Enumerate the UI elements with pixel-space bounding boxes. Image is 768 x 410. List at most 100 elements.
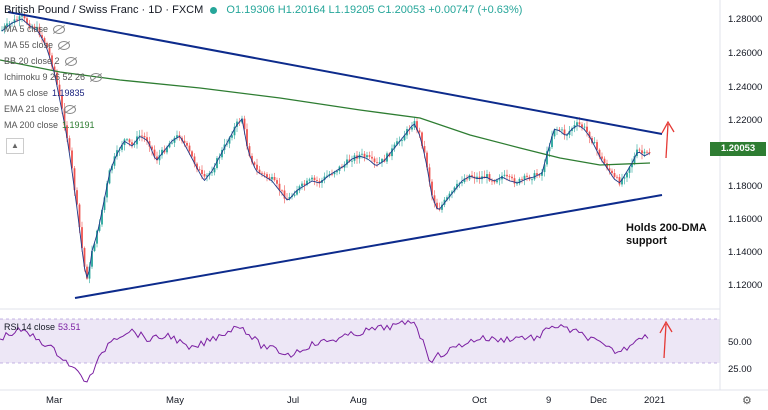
upper-trendline[interactable] xyxy=(7,11,663,135)
candle-body xyxy=(48,47,51,56)
rsi-legend[interactable]: RSI 14 close 53.51 xyxy=(4,322,81,332)
candle-body xyxy=(141,135,143,137)
indicator-legend-item[interactable]: MA 5 close 1.19835 xyxy=(4,88,85,98)
hidden-eye-icon[interactable] xyxy=(64,57,77,67)
candle-body xyxy=(173,137,176,143)
hidden-eye-icon[interactable] xyxy=(58,41,71,51)
candles-group xyxy=(1,10,651,284)
candle-body xyxy=(466,178,468,180)
indicator-legend-item[interactable]: BB 20 close 2 xyxy=(4,56,77,67)
indicator-legend-item[interactable]: Ichimoku 9 26 52 26 xyxy=(4,72,103,83)
candle-body xyxy=(621,178,623,185)
x-tick: Dec xyxy=(590,395,607,406)
candle-body xyxy=(196,163,198,170)
x-tick: Aug xyxy=(350,395,367,406)
lower-trendline[interactable] xyxy=(74,194,663,299)
rsi-tick: 50.00 xyxy=(728,337,752,348)
candle-body xyxy=(441,204,443,210)
candle-body xyxy=(313,177,316,181)
candle-body xyxy=(368,155,371,157)
candle-body xyxy=(153,149,156,157)
candle-body xyxy=(518,178,521,184)
candle-body xyxy=(583,126,586,128)
candle-body xyxy=(506,174,508,177)
candle-body xyxy=(523,175,526,180)
candle-body xyxy=(293,194,296,196)
candle-body xyxy=(623,177,626,179)
settings-gear-icon[interactable]: ⚙ xyxy=(742,395,752,407)
candle-body xyxy=(38,26,41,36)
candle-body xyxy=(611,170,613,174)
candle-body xyxy=(521,178,523,180)
candle-body xyxy=(216,158,218,168)
candle-body xyxy=(281,190,283,192)
candle-body xyxy=(426,152,428,168)
candle-body xyxy=(301,183,303,187)
candle-body xyxy=(446,197,448,200)
candle-body xyxy=(536,173,538,175)
candle-body xyxy=(288,196,291,200)
candle-body xyxy=(203,174,206,177)
candle-body xyxy=(436,202,438,209)
rsi-line xyxy=(0,319,649,383)
candle-body xyxy=(268,177,271,180)
indicator-legend-item[interactable]: MA 200 close 1.19191 xyxy=(4,120,95,130)
candle-body xyxy=(366,155,368,158)
candle-body xyxy=(423,146,426,153)
candle-body xyxy=(151,146,153,150)
candle-body xyxy=(463,178,466,183)
candle-body xyxy=(488,174,491,181)
candle-body xyxy=(83,248,86,267)
hidden-eye-icon[interactable] xyxy=(90,73,103,83)
candle-body xyxy=(566,134,568,136)
candle-body xyxy=(371,156,373,159)
candle-body xyxy=(168,143,171,148)
candle-body xyxy=(43,38,46,44)
candle-body xyxy=(106,183,108,198)
candle-body xyxy=(228,137,231,144)
candle-body xyxy=(101,209,103,225)
symbol-title[interactable]: British Pound / Swiss Franc · 1D · FXCM xyxy=(4,4,204,16)
indicator-legend-item[interactable]: MA 55 close xyxy=(4,40,71,51)
candle-body xyxy=(533,173,536,180)
candle-body xyxy=(306,180,308,185)
candle-body xyxy=(251,155,253,163)
candle-body xyxy=(248,146,251,156)
candle-body xyxy=(191,151,193,157)
candle-body xyxy=(526,175,528,177)
ohlc-readout: O1.19306 H1.20164 L1.19205 C1.20053 +0.0… xyxy=(226,4,523,16)
candle-body xyxy=(276,180,278,184)
candle-body xyxy=(61,95,63,109)
hidden-eye-icon[interactable] xyxy=(53,25,66,35)
candle-body xyxy=(33,26,36,30)
indicator-legend-item[interactable]: MA 5 close xyxy=(4,24,66,35)
candle-body xyxy=(183,140,186,143)
x-tick: Mar xyxy=(46,395,62,406)
candle-body xyxy=(56,72,58,85)
candle-body xyxy=(373,158,376,163)
candle-body xyxy=(503,174,506,176)
candle-body xyxy=(88,266,91,279)
candle-body xyxy=(551,136,553,148)
candle-body xyxy=(138,135,141,137)
candle-body xyxy=(633,156,636,164)
rsi-band xyxy=(0,319,720,363)
candle-body xyxy=(561,129,563,131)
candle-body xyxy=(401,140,403,142)
hidden-eye-icon[interactable] xyxy=(64,105,77,115)
candle-body xyxy=(411,127,413,130)
candle-body xyxy=(93,243,96,251)
candle-body xyxy=(166,147,168,153)
collapse-legend-button[interactable]: ▲ xyxy=(6,138,24,154)
candle-body xyxy=(638,149,641,151)
candle-body xyxy=(311,177,313,180)
candle-body xyxy=(616,176,618,178)
candle-body xyxy=(348,159,351,162)
candle-body xyxy=(376,162,378,163)
candle-body xyxy=(641,150,643,154)
candle-body xyxy=(451,191,453,194)
candle-body xyxy=(416,121,418,131)
indicator-legend-item[interactable]: EMA 21 close xyxy=(4,104,77,115)
candle-body xyxy=(643,151,646,154)
